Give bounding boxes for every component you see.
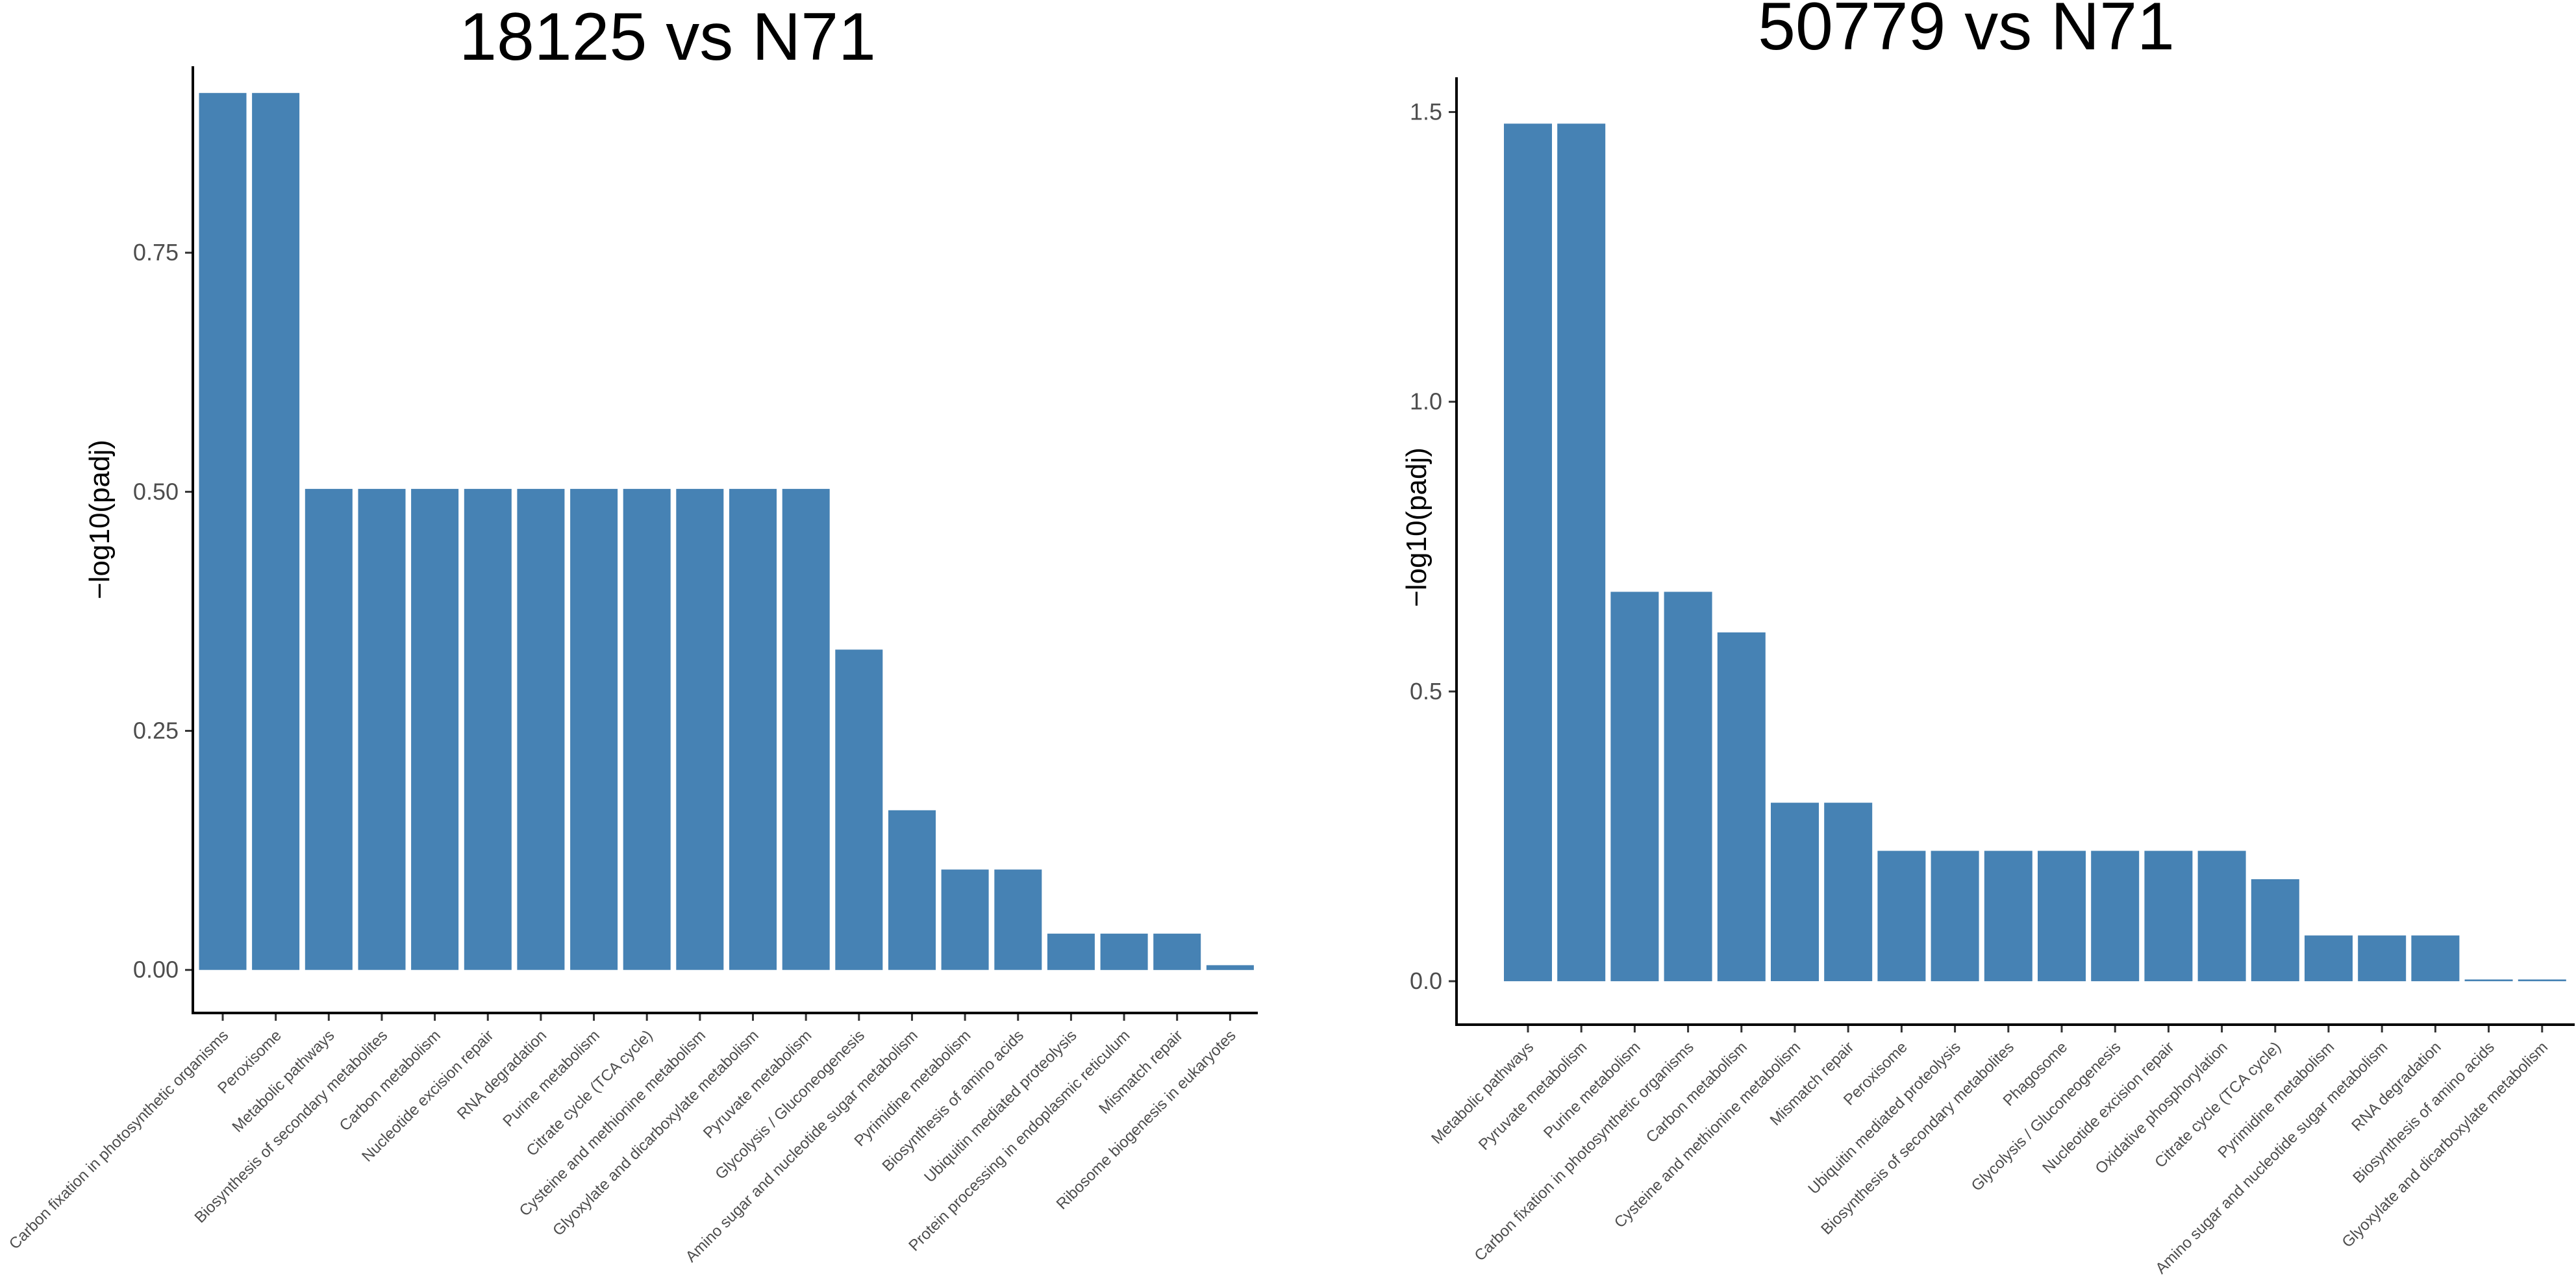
bar bbox=[1771, 803, 1819, 981]
bar bbox=[517, 488, 565, 970]
y-tick-label: 0.50 bbox=[133, 478, 179, 505]
x-tick-label: Purine metabolism bbox=[499, 1027, 603, 1131]
bar bbox=[835, 649, 883, 970]
bars bbox=[1504, 123, 2566, 982]
bar bbox=[1664, 592, 1712, 982]
bar bbox=[2411, 935, 2460, 982]
x-tick-label: Biosynthesis of secondary metabolites bbox=[191, 1027, 391, 1227]
bar bbox=[782, 488, 830, 970]
bar bbox=[2197, 851, 2246, 982]
bar bbox=[570, 488, 618, 970]
panel-18125-vs-n71: 18125 vs N71 −log10(padj) 0.000.250.500.… bbox=[6, 0, 1258, 1266]
y-axis-label: −log10(padj) bbox=[84, 440, 116, 599]
bar bbox=[1824, 803, 1873, 981]
x-tick-label: Carbon metabolism bbox=[336, 1027, 444, 1134]
bar bbox=[252, 93, 300, 970]
bar bbox=[1877, 851, 1926, 982]
chart-title: 18125 vs N71 bbox=[459, 0, 876, 75]
y-ticks: 0.0 0.5 1.0 1.5 bbox=[1410, 99, 1457, 994]
bar bbox=[199, 93, 247, 970]
bar bbox=[411, 488, 459, 970]
y-tick-label: 1.0 bbox=[1410, 388, 1442, 415]
bar bbox=[1206, 965, 1254, 970]
bar bbox=[2518, 979, 2566, 982]
x-tick-label: Metabolic pathways bbox=[229, 1027, 338, 1136]
x-tick-label: Biosynthesis of secondary metabolites bbox=[1818, 1038, 2018, 1238]
x-ticks: Carbon fixation in photosynthetic organi… bbox=[6, 1013, 1240, 1266]
x-tick-label: Purine metabolism bbox=[1540, 1038, 1644, 1142]
chart-title: 50779 vs N71 bbox=[1758, 0, 2175, 64]
bar bbox=[729, 488, 777, 970]
bar bbox=[2038, 851, 2086, 982]
x-tick-label: RNA degradation bbox=[454, 1027, 550, 1123]
bar bbox=[1931, 851, 1979, 982]
bar bbox=[358, 488, 406, 970]
y-ticks: 0.00 0.25 0.50 0.75 bbox=[133, 239, 193, 983]
bar bbox=[305, 488, 353, 970]
x-tick-label: Cysteine and methionine metabolism bbox=[1611, 1038, 1804, 1231]
x-tick-label: RNA degradation bbox=[2348, 1038, 2444, 1134]
bar bbox=[2251, 879, 2299, 982]
y-tick-label: 0.5 bbox=[1410, 678, 1442, 705]
bar bbox=[994, 869, 1042, 970]
bar bbox=[1717, 632, 1766, 982]
bar bbox=[1610, 592, 1659, 982]
bar bbox=[676, 488, 724, 970]
y-tick-label: 0.0 bbox=[1410, 968, 1442, 994]
bars bbox=[199, 93, 1254, 970]
bar bbox=[1100, 933, 1148, 970]
bar bbox=[2358, 935, 2407, 982]
bar bbox=[1984, 851, 2032, 982]
panel-50779-vs-n71: 50779 vs N71 −log10(padj) 0.0 0.5 1.0 1.5 M… bbox=[1401, 0, 2575, 1277]
bar bbox=[2091, 851, 2140, 982]
y-axis-label: −log10(padj) bbox=[1401, 447, 1432, 607]
bar bbox=[1153, 933, 1201, 970]
y-tick-label: 0.75 bbox=[133, 239, 179, 266]
bar bbox=[2144, 851, 2193, 982]
x-tick-label: Metabolic pathways bbox=[1428, 1038, 1537, 1147]
bar bbox=[623, 488, 671, 970]
bar bbox=[1504, 123, 1552, 982]
y-tick-label: 0.00 bbox=[133, 956, 179, 983]
y-tick-label: 0.25 bbox=[133, 718, 179, 744]
x-tick-label: Carbon metabolism bbox=[1643, 1038, 1751, 1146]
bar bbox=[941, 869, 989, 970]
axis-lines bbox=[1455, 77, 2575, 1026]
axis-lines bbox=[192, 66, 1258, 1014]
bar bbox=[2464, 979, 2513, 982]
x-tick-label: Cysteine and methionine metabolism bbox=[516, 1027, 709, 1219]
bar bbox=[1047, 933, 1095, 970]
bar bbox=[888, 810, 936, 970]
bar bbox=[2305, 935, 2353, 982]
bar bbox=[464, 488, 512, 970]
y-tick-label: 1.5 bbox=[1410, 99, 1442, 125]
bar bbox=[1557, 123, 1606, 982]
